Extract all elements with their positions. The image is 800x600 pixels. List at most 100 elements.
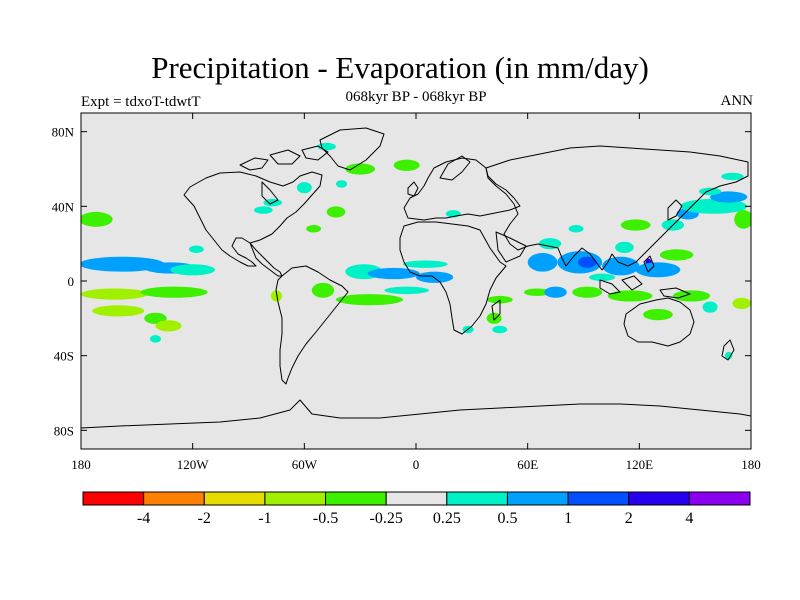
anomaly-region <box>345 163 376 175</box>
anomaly-region <box>680 198 748 214</box>
coastline-madagascar <box>491 299 501 321</box>
anomaly-region <box>296 182 312 194</box>
colorbar-swatch <box>688 491 751 506</box>
coastline-europe <box>403 157 521 221</box>
coastline-central-america <box>249 242 283 277</box>
anomaly-region <box>572 286 603 298</box>
coastline-australia <box>623 297 695 347</box>
anomaly-region <box>306 225 322 233</box>
anomaly-region <box>523 288 550 296</box>
lon-tick-label: 180 <box>71 457 91 472</box>
colorbar-label: -4 <box>137 510 150 527</box>
lon-tick-label: 0 <box>413 457 420 472</box>
anomaly-region <box>635 262 681 278</box>
colorbar-swatch <box>264 491 327 506</box>
colorbar-label: -0.5 <box>313 510 338 527</box>
colorbar-label: 2 <box>625 510 633 527</box>
anomaly-region <box>589 273 616 281</box>
anomaly-region <box>602 256 640 276</box>
season-label: ANN <box>720 93 754 109</box>
coastline-north-america <box>183 171 323 267</box>
coastlines <box>81 127 751 429</box>
colorbar-swatch <box>82 491 145 506</box>
anomaly-region <box>367 267 420 280</box>
anomaly-region <box>155 320 182 332</box>
anomaly-region <box>620 219 651 231</box>
anomaly-region <box>92 305 145 317</box>
map-subtitle: 068kyr BP - 068kyr BP <box>345 89 487 105</box>
anomaly-region <box>81 288 148 300</box>
lon-tick-label: 60E <box>517 457 538 472</box>
lat-tick-label: 80S <box>54 423 74 438</box>
coastline-new-zealand <box>721 339 735 361</box>
coastline-asia <box>485 145 749 271</box>
lon-tick-label: 120W <box>177 457 210 472</box>
anomaly-region <box>544 286 567 298</box>
anomaly-region <box>317 142 336 151</box>
colorbar-swatch <box>203 491 266 506</box>
anomaly-region <box>170 264 216 276</box>
colorbar-swatch <box>567 491 630 506</box>
anomaly-region <box>643 309 673 321</box>
anomaly-region <box>492 325 508 334</box>
coastline-southeast-asia <box>599 255 655 295</box>
anomaly-layer <box>81 142 751 360</box>
colorbar-swatch <box>385 491 448 506</box>
anomaly-region <box>710 191 748 203</box>
experiment-label: Expt = tdxoT-tdwtT <box>81 94 201 110</box>
anomaly-region <box>81 211 113 227</box>
anomaly-region <box>144 312 167 324</box>
map-title: Precipitation - Evaporation (in mm/day) <box>151 50 649 85</box>
colorbar-swatch <box>506 491 569 506</box>
colorbar-label: 0.5 <box>497 510 517 527</box>
colorbar-label: 4 <box>685 510 693 527</box>
lon-tick-label: 180 <box>741 457 761 472</box>
anomaly-region <box>568 225 584 233</box>
anomaly-region <box>149 335 162 343</box>
coastline-japan <box>667 199 683 221</box>
anomaly-region <box>615 241 634 253</box>
colorbar-swatch <box>446 491 508 506</box>
anomaly-region <box>734 210 751 229</box>
anomaly-region <box>270 290 282 302</box>
colorbar-label: 1 <box>564 510 572 527</box>
anomaly-region <box>698 187 722 196</box>
lat-tick-label: 40N <box>52 199 75 214</box>
coastline-africa <box>399 221 507 335</box>
anomaly-region <box>188 245 204 253</box>
anomaly-region <box>577 256 597 268</box>
anomaly-region <box>527 253 558 272</box>
coastline-new-guinea <box>659 287 691 299</box>
anomaly-region <box>384 286 430 295</box>
anomaly-region <box>393 159 420 171</box>
anomaly-region <box>724 351 733 360</box>
anomaly-region <box>311 282 335 298</box>
coastline-scandinavia <box>439 155 471 181</box>
coastline-arabia <box>495 231 527 263</box>
coastline-uk <box>407 181 419 197</box>
anomaly-region <box>702 301 718 313</box>
coastline-arctic-islands <box>239 145 329 171</box>
anomaly-region <box>335 180 348 188</box>
coastline-south-america <box>275 265 349 385</box>
anomaly-region <box>402 260 448 268</box>
colorbar: -4 -2 -1 -0.5 -0.25 0.25 0.5 1 2 4 <box>82 491 751 527</box>
anomaly-region <box>335 294 403 306</box>
anomaly-region <box>721 172 744 181</box>
anomaly-region <box>140 286 208 298</box>
anomaly-region <box>607 290 653 302</box>
anomaly-region <box>659 249 694 261</box>
anomaly-region <box>81 256 165 272</box>
coastline-antarctica <box>81 399 751 429</box>
colorbar-swatch <box>628 491 690 506</box>
anomaly-region <box>732 297 751 309</box>
lat-tick-label: 80N <box>52 125 75 140</box>
lat-tick-label: 0 <box>68 274 75 289</box>
anomaly-region <box>672 290 711 302</box>
colorbar-label: -2 <box>198 510 211 527</box>
colorbar-swatch <box>143 491 205 506</box>
colorbar-label: -0.25 <box>370 510 403 527</box>
anomaly-region <box>254 206 273 214</box>
anomaly-region <box>326 206 346 218</box>
